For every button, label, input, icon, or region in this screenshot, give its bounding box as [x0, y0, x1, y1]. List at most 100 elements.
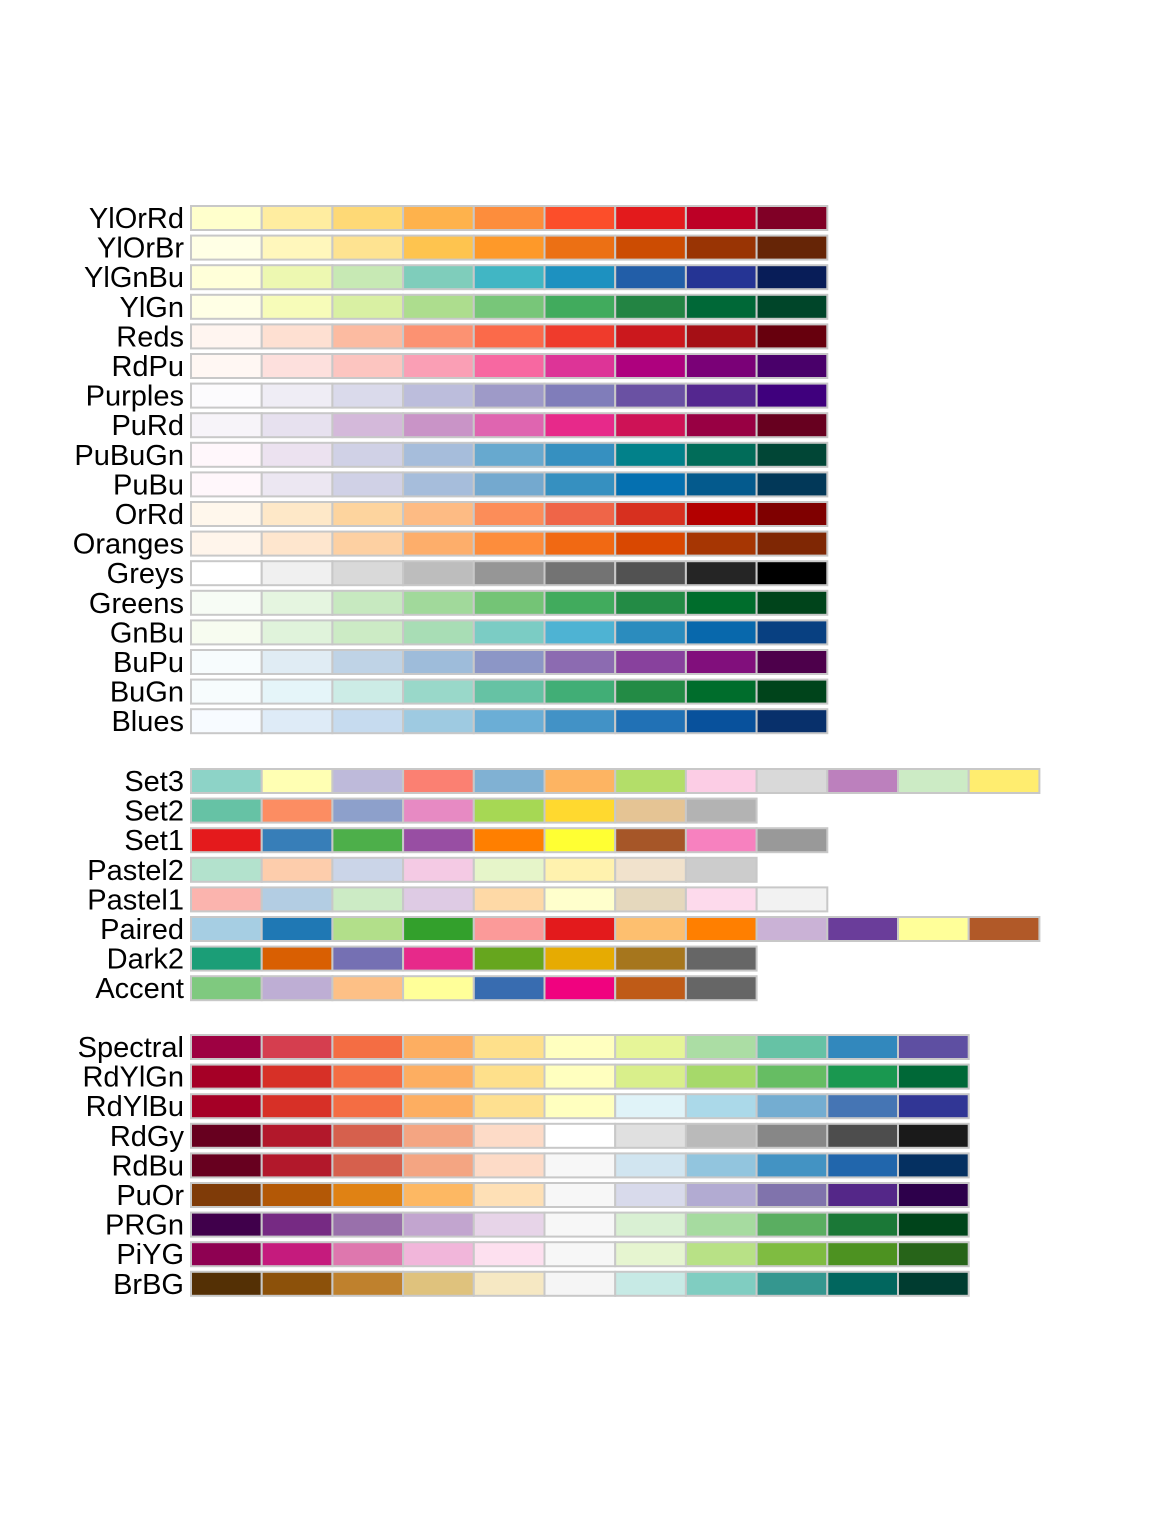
color-swatch	[543, 234, 617, 261]
color-swatch	[472, 797, 546, 824]
color-swatch	[402, 589, 475, 616]
color-swatch	[190, 412, 263, 439]
color-swatch	[684, 441, 758, 468]
color-swatch	[331, 797, 405, 824]
color-swatch	[543, 264, 617, 291]
color-swatch	[260, 205, 334, 231]
color-swatch	[543, 886, 617, 913]
color-swatch	[260, 619, 334, 646]
color-swatch	[472, 560, 546, 587]
color-swatch	[543, 916, 617, 942]
palette-label: PuBu	[113, 469, 184, 501]
color-swatch	[684, 945, 758, 972]
color-swatch	[614, 412, 687, 439]
color-swatch	[402, 856, 475, 883]
palette-row-ylgn: YlGn	[120, 292, 829, 324]
color-swatch	[826, 1063, 899, 1090]
color-swatch	[543, 293, 617, 320]
color-swatch	[472, 827, 546, 854]
color-swatch	[543, 382, 617, 409]
color-swatch	[472, 589, 546, 616]
color-swatch	[614, 382, 687, 409]
palette-label: YlGn	[120, 292, 184, 324]
color-swatch	[190, 886, 263, 913]
color-swatch	[543, 768, 617, 794]
color-swatch	[614, 589, 687, 616]
palette-label: Set3	[124, 766, 184, 798]
palette-label: RdGy	[110, 1121, 185, 1153]
color-swatch	[331, 1211, 405, 1238]
color-swatch	[684, 1122, 758, 1149]
color-swatch	[190, 264, 263, 291]
color-swatch	[543, 1211, 617, 1238]
color-swatch	[543, 1152, 617, 1179]
color-swatch	[543, 797, 617, 824]
color-swatch	[472, 1063, 546, 1090]
color-swatch	[614, 264, 687, 291]
palette-label: RdYlBu	[86, 1091, 184, 1123]
color-swatch	[614, 471, 687, 498]
color-swatch	[331, 589, 405, 616]
color-swatch	[331, 234, 405, 261]
color-swatch	[472, 1182, 546, 1208]
color-swatch	[402, 441, 475, 468]
color-swatch	[755, 501, 829, 527]
palette-row-purples: Purples	[86, 381, 829, 413]
color-swatch	[897, 1182, 970, 1208]
palette-row-paired: Paired	[100, 914, 1041, 946]
color-swatch	[755, 441, 829, 468]
color-swatch	[472, 382, 546, 409]
color-swatch	[190, 1034, 263, 1060]
color-swatch	[190, 234, 263, 261]
color-swatch	[684, 589, 758, 616]
color-swatch	[684, 1152, 758, 1179]
color-swatch	[684, 797, 758, 824]
color-swatch	[190, 1241, 263, 1268]
color-swatch	[472, 412, 546, 439]
palette-row-puor: PuOr	[116, 1180, 970, 1212]
color-swatch	[826, 1034, 899, 1060]
color-swatch	[614, 1211, 687, 1238]
color-swatch	[331, 1093, 405, 1120]
palette-row-pubugn: PuBuGn	[74, 440, 829, 472]
color-swatch	[190, 1182, 263, 1208]
color-swatch	[331, 856, 405, 883]
color-swatch	[472, 501, 546, 527]
color-swatch	[260, 678, 334, 705]
color-swatch	[755, 1034, 829, 1060]
color-swatch	[543, 856, 617, 883]
color-swatch	[331, 412, 405, 439]
palette-row-rdylbu: RdYlBu	[86, 1091, 970, 1123]
color-swatch	[614, 1034, 687, 1060]
color-swatch	[402, 501, 475, 527]
color-swatch	[897, 1093, 970, 1120]
color-swatch	[614, 530, 687, 557]
palette-row-greys: Greys	[107, 558, 829, 590]
color-swatch	[897, 1270, 970, 1297]
color-swatch	[755, 1211, 829, 1238]
color-swatch	[260, 323, 334, 350]
color-swatch	[472, 768, 546, 794]
color-swatch	[260, 589, 334, 616]
color-swatch	[614, 797, 687, 824]
palette-row-set3: Set3	[124, 766, 1041, 798]
color-swatch	[260, 1122, 334, 1149]
color-swatch	[190, 560, 263, 587]
color-swatch	[260, 412, 334, 439]
palette-label: PuBuGn	[74, 440, 184, 472]
palette-label: RdPu	[111, 351, 184, 383]
color-swatch	[402, 1211, 475, 1238]
color-swatch	[897, 768, 970, 794]
color-swatch	[190, 1152, 263, 1179]
palette-label: Set1	[124, 825, 184, 857]
color-swatch	[614, 678, 687, 705]
color-swatch	[190, 797, 263, 824]
palette-label: Accent	[95, 973, 184, 1005]
color-swatch	[190, 471, 263, 498]
color-swatch	[755, 916, 829, 942]
palette-row-bupu: BuPu	[113, 647, 829, 679]
color-swatch	[614, 619, 687, 646]
palette-row-accent: Accent	[95, 973, 758, 1005]
color-swatch	[684, 382, 758, 409]
